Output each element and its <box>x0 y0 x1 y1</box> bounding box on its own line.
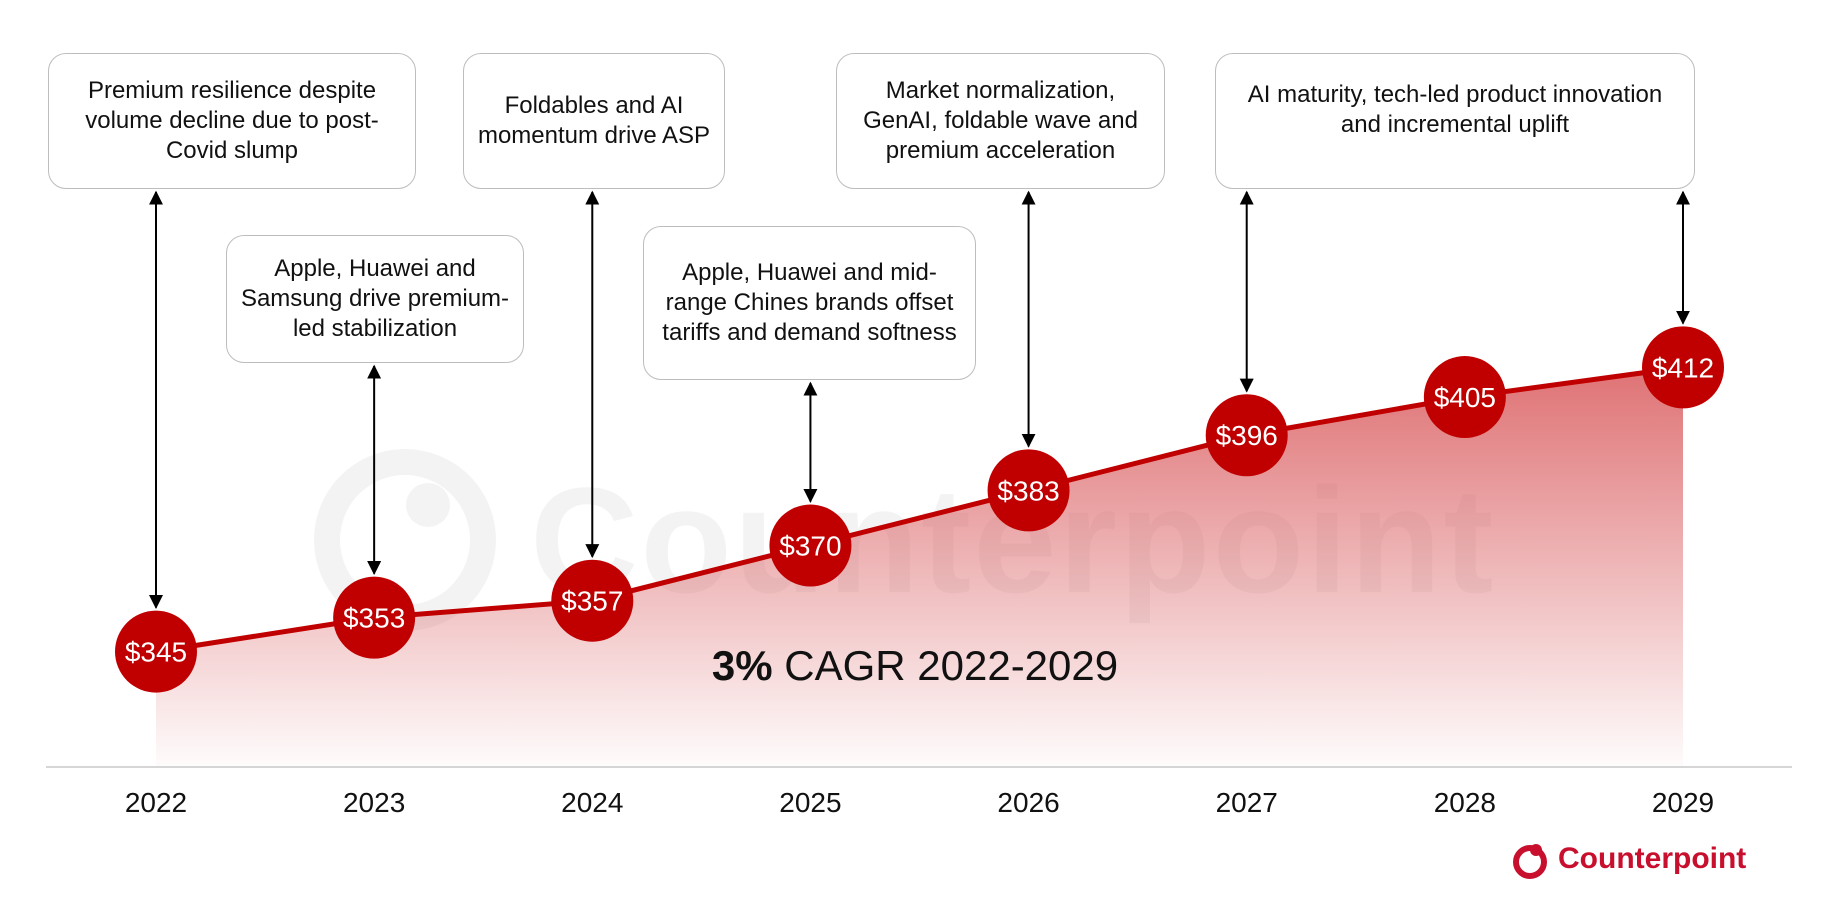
data-point-2023 <box>333 576 416 659</box>
x-tick-label-2028: 2028 <box>1434 787 1496 818</box>
data-label-2023: $353 <box>343 603 405 634</box>
x-tick-label-2026: 2026 <box>997 787 1059 818</box>
cagr-percent: 3% <box>711 642 773 689</box>
callout-2022: Premium resilience despite volume declin… <box>48 53 416 189</box>
data-label-2025: $370 <box>779 531 841 562</box>
callout-2023-text: Apple, Huawei and Samsung drive premium-… <box>240 255 510 342</box>
data-label-2028: $405 <box>1434 382 1496 413</box>
data-label-2026: $383 <box>997 475 1059 506</box>
data-point-2027 <box>1205 394 1288 477</box>
callout-2025: Apple, Huawei and mid-range Chines brand… <box>643 226 976 380</box>
data-point-2026 <box>987 449 1070 532</box>
x-tick-label-2029: 2029 <box>1652 787 1714 818</box>
x-tick-label-2022: 2022 <box>125 787 187 818</box>
x-axis-labels: 2022 2023 2024 2025 2026 2027 2028 2029 <box>125 787 1714 818</box>
callout-2022-text: Premium resilience despite volume declin… <box>85 77 379 164</box>
cagr-label: 3% CAGR 2022-2029 <box>690 642 1140 690</box>
x-tick-label-2023: 2023 <box>343 787 405 818</box>
callout-2024-text: Foldables and AI momentum drive ASP <box>477 92 711 149</box>
logo-text: Counterpoint <box>1558 842 1747 875</box>
data-point-2024 <box>551 559 634 642</box>
callout-2023: Apple, Huawei and Samsung drive premium-… <box>226 235 524 363</box>
data-label-2029: $412 <box>1652 352 1714 383</box>
counterpoint-logo: Counterpoint <box>1512 838 1746 880</box>
x-tick-label-2024: 2024 <box>561 787 623 818</box>
cagr-text: CAGR 2022-2029 <box>772 642 1119 689</box>
callout-arrows <box>149 190 1690 609</box>
callout-2025-text: Apple, Huawei and mid-range Chines brand… <box>662 259 957 346</box>
data-point-2029 <box>1642 326 1724 409</box>
callout-2026-text: Market normalization, GenAI, foldable wa… <box>863 77 1138 164</box>
data-label-2027: $396 <box>1216 420 1278 451</box>
data-point-2028 <box>1423 356 1506 439</box>
data-points: $345 $353 $357 $370 $383 $396 $405 $412 <box>115 326 1724 693</box>
callout-2026: Market normalization, GenAI, foldable wa… <box>836 53 1165 189</box>
callout-2027-2029: AI maturity, tech-led product innovation… <box>1215 53 1695 189</box>
data-label-2022: $345 <box>125 637 187 668</box>
data-point-2025 <box>769 504 852 587</box>
x-tick-label-2025: 2025 <box>779 787 841 818</box>
data-point-2022 <box>115 610 197 693</box>
callout-2024: Foldables and AI momentum drive ASP <box>463 53 725 189</box>
x-tick-label-2027: 2027 <box>1216 787 1278 818</box>
data-label-2024: $357 <box>561 586 623 617</box>
counterpoint-logo-icon <box>1513 844 1547 879</box>
area-fill <box>156 367 1683 767</box>
callout-2027-2029-text: AI maturity, tech-led product innovation… <box>1247 81 1663 138</box>
